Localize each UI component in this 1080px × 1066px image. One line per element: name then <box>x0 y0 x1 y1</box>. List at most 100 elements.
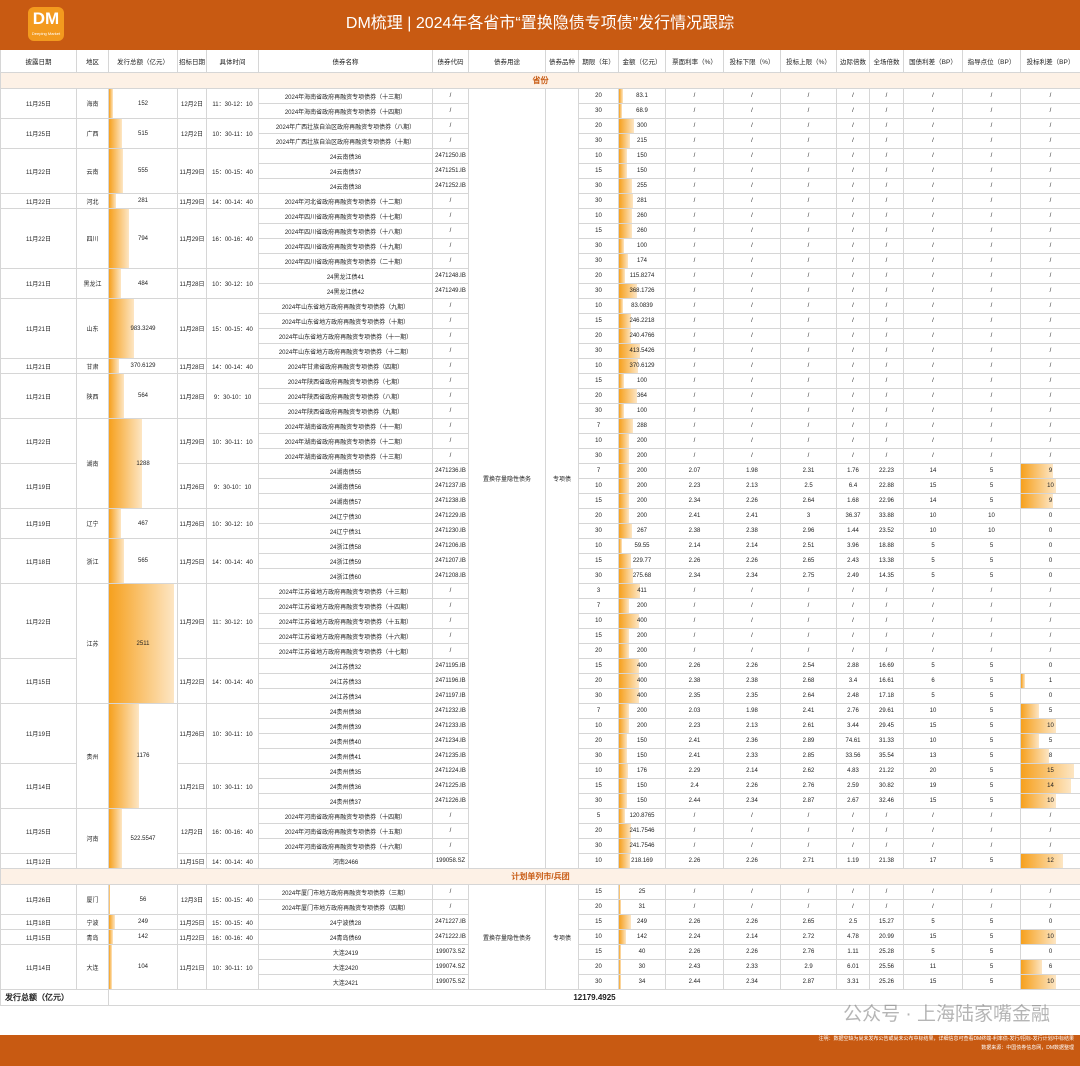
column-header: 发行总额（亿元） <box>108 48 178 73</box>
bid-date: 11月28日 <box>179 282 205 288</box>
bid-low: 2.26 <box>746 498 758 504</box>
coupon: / <box>693 813 696 819</box>
bid-time-cell: 16：00-16：40 <box>206 208 259 269</box>
amount-cell: 25 <box>618 884 666 900</box>
treasury-spread-cell: / <box>903 808 963 824</box>
amount: 34 <box>638 979 646 985</box>
term-cell: 30 <box>578 283 619 299</box>
term: 10 <box>595 483 602 489</box>
overall-multiple-cell: / <box>869 598 904 614</box>
bond-code: 199075.SZ <box>435 979 466 985</box>
term-cell: 15 <box>578 373 619 389</box>
bid-time: 14：00-14：40 <box>212 364 253 371</box>
bid-date-cell: 12月2日 <box>177 808 207 854</box>
amount-cell: 200 <box>618 628 666 644</box>
bid-high: 2.68 <box>802 678 815 684</box>
coupon: / <box>693 588 696 594</box>
bond-row: 24江苏债33 2471196.IB 20 400 2.38 2.38 2.68 3.4 16.… <box>1 673 1080 689</box>
term: 5 <box>596 813 601 819</box>
disclosure-date-cell: 11月18日 <box>0 538 77 584</box>
bid-spread: / <box>1049 618 1052 624</box>
overall-multiple: / <box>885 363 888 369</box>
overall-multiple: / <box>885 889 888 895</box>
guide-point-cell: / <box>962 838 1021 854</box>
bid-high-cell: 2.75 <box>780 568 837 584</box>
overall-multiple-cell: / <box>869 899 904 915</box>
overall-multiple-cell: 14.35 <box>869 568 904 584</box>
bond-name-cell: 24云南债38 <box>258 178 433 194</box>
bid-low: 2.35 <box>746 693 758 699</box>
issue-total-bar <box>109 374 124 418</box>
marginal-multiple-cell: / <box>836 598 870 614</box>
overall-multiple-cell: 16.61 <box>869 673 904 689</box>
overall-multiple: / <box>885 243 888 249</box>
bond-code-cell: 2471206.IB <box>432 538 469 554</box>
issue-total-cell: 370.6129 <box>108 358 178 374</box>
guide-point-cell: 5 <box>962 748 1021 764</box>
term-cell: 10 <box>578 853 619 869</box>
bid-high: 2.64 <box>802 498 815 504</box>
bid-high: 2.96 <box>802 528 815 534</box>
bid-spread-bar <box>1021 975 1057 989</box>
bond-name-cell: 24江苏债32 <box>258 658 433 674</box>
amount-bar <box>619 299 624 313</box>
bond-code: / <box>449 603 452 609</box>
bond-row: 11月21日 黑龙江 484 11月28日 10：30-12：10 24黑龙江债41 247… <box>0 268 1080 299</box>
marginal-multiple: 33.56 <box>845 753 861 759</box>
bid-high: / <box>807 904 810 910</box>
treasury-spread: 20 <box>929 768 937 774</box>
term-cell: 30 <box>578 178 619 194</box>
guide-point-cell: 5 <box>962 718 1021 734</box>
marginal-multiple-cell: 2.5 <box>836 914 870 930</box>
guide-point: / <box>990 183 993 189</box>
disclosure-date-cell: 11月21日 <box>0 373 77 419</box>
amount-bar <box>619 464 629 478</box>
logo-subtext: Deeping Market <box>31 31 61 36</box>
bid-spread: / <box>1049 904 1052 910</box>
coupon: / <box>693 618 696 624</box>
disclosure-date-cell: 11月25日 <box>0 808 77 854</box>
bond-row: 2024年江苏省地方政府再融资专项债券（十四期）/7 200// / / / / / / <box>1 598 1080 614</box>
bond-name-cell: 24青岛债69 <box>258 929 433 945</box>
treasury-spread: / <box>932 408 934 414</box>
bid-low-cell: / <box>723 808 781 824</box>
term-cell: 5 <box>578 808 619 824</box>
bid-low: 2.13 <box>746 723 758 729</box>
bid-low: 2.38 <box>746 678 758 684</box>
coupon-cell: / <box>665 613 724 629</box>
term: 30 <box>595 138 602 144</box>
amount-bar <box>619 314 632 328</box>
issue-total-bar <box>109 945 112 989</box>
bond-name-cell: 2024年湖南省政府再融资专项债券（十三期） <box>258 448 433 464</box>
bid-low-cell: / <box>723 388 781 404</box>
bond-row: 11月19日 11月26日 9：30-10：10 24湖南债55 2471236.IB 7… <box>0 463 1080 509</box>
disclosure-date-cell: 11月12日 <box>0 853 77 869</box>
marginal-multiple: 1.44 <box>847 528 859 534</box>
bond-code-cell: 2471227.IB <box>432 914 469 930</box>
bond-code: 199058.SZ <box>435 858 466 864</box>
bond-code-cell: / <box>432 808 469 824</box>
bid-low: / <box>751 618 753 624</box>
bid-time-cell: 10：30-11：10 <box>206 944 259 990</box>
bid-high-cell: / <box>780 223 837 239</box>
guide-point: 5 <box>989 949 994 955</box>
issue-total-cell: 1176 <box>108 703 178 809</box>
bid-low-cell: / <box>723 433 781 449</box>
amount-bar <box>619 689 640 703</box>
marginal-multiple-cell: / <box>836 388 870 404</box>
disclosure-date: 11月18日 <box>26 559 51 566</box>
amount-cell: 368.1726 <box>618 283 666 299</box>
bid-low-cell: 2.36 <box>723 733 781 749</box>
treasury-spread-cell: 10 <box>903 508 963 524</box>
bid-date-cell: 11月26日 <box>177 508 207 539</box>
overall-multiple: / <box>885 93 888 99</box>
region-cell: 山东 <box>76 298 109 359</box>
bond-name: 24湖南债57 <box>329 499 362 506</box>
bid-time-cell: 14：00-14：40 <box>206 358 259 374</box>
bid-spread-bar <box>1021 960 1043 974</box>
bond-name: 2024年山东省地方政府再融资专项债券（九期） <box>281 304 410 311</box>
bid-high: / <box>807 138 810 144</box>
amount: 83.0839 <box>631 303 653 309</box>
term: 30 <box>595 979 602 985</box>
bond-row: 11月15日 青岛 142 11月22日 16：00-16：40 24青岛债69 24712… <box>0 929 1080 945</box>
